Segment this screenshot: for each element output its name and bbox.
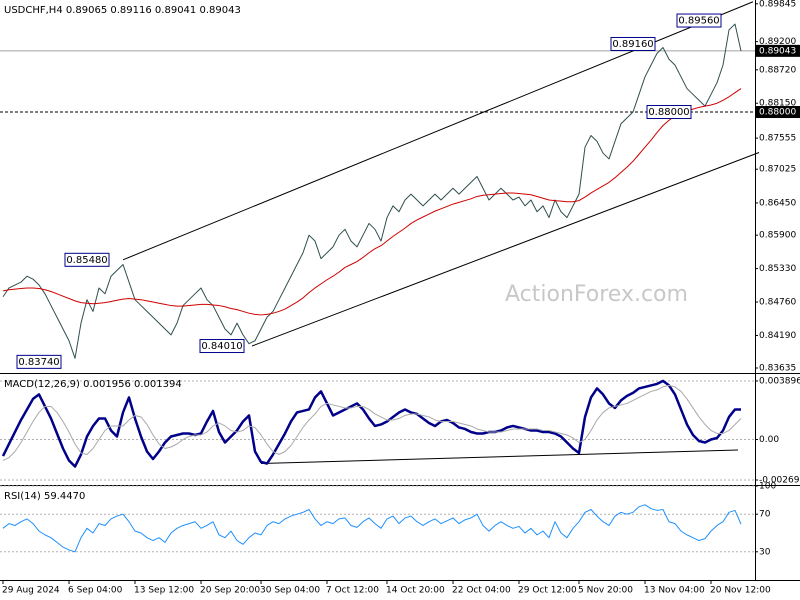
y-tick-label: 70 xyxy=(759,510,771,520)
y-tick-label: 0.003896 xyxy=(759,376,800,386)
series-line xyxy=(2,88,742,316)
panel-title: RSI(14) 59.4470 xyxy=(4,491,85,502)
annotation-label: 0.83740 xyxy=(18,357,59,368)
x-tick-label: 6 Sep 04:00 xyxy=(68,586,123,596)
y-tick-label: 0.84760 xyxy=(759,298,796,308)
annotation-box xyxy=(16,354,62,369)
x-tick-label: 13 Sep 12:00 xyxy=(134,586,194,596)
x-tick-label: 30 Sep 04:00 xyxy=(260,586,320,596)
watermark: ActionForex.com xyxy=(505,282,688,307)
y-tick-label: 0.89200 xyxy=(759,37,796,47)
y-tick-label: 0.87555 xyxy=(759,134,796,144)
panel-title: MACD(12,26,9) 0.001956 0.001394 xyxy=(4,379,182,390)
annotation-box xyxy=(199,339,245,354)
y-tick-label: 100 xyxy=(759,482,776,492)
y-tick-label: 0.00 xyxy=(759,435,779,445)
annotation-box xyxy=(646,105,692,120)
x-tick-label: 22 Oct 04:00 xyxy=(452,586,511,596)
x-tick-label: 29 Oct 12:00 xyxy=(518,586,577,596)
series-line xyxy=(2,384,742,461)
trendline xyxy=(260,449,739,465)
y-tick-label: -0.002698 xyxy=(759,476,800,486)
annotation-label: 0.88000 xyxy=(648,107,689,118)
x-tick-label: 7 Oct 12:00 xyxy=(326,586,379,596)
x-tick-label: 20 Nov 12:00 xyxy=(710,586,771,596)
y-tick-label: 0.87025 xyxy=(759,165,796,175)
trendline xyxy=(251,152,760,347)
series-line xyxy=(2,23,742,359)
x-tick-label: 13 Nov 04:00 xyxy=(644,586,705,596)
annotation-box xyxy=(64,252,110,267)
x-tick-label: 20 Sep 20:00 xyxy=(200,586,260,596)
annotation-box xyxy=(610,36,656,51)
y-tick-label: 0.85330 xyxy=(759,264,796,274)
series-line xyxy=(1,379,741,468)
y-tick-label: 0.86450 xyxy=(759,198,796,208)
level-label: 0.89043 xyxy=(759,46,796,56)
y-tick-label: 0.89845 xyxy=(759,0,796,9)
series-line xyxy=(2,504,742,553)
annotation-label: 0.89560 xyxy=(678,16,719,27)
annotation-label: 0.85480 xyxy=(66,255,107,266)
level-label: 0.88000 xyxy=(759,108,796,118)
x-tick-label: 14 Oct 20:00 xyxy=(386,586,445,596)
x-tick-label: 29 Aug 2024 xyxy=(2,586,60,596)
y-tick-label: 0.85900 xyxy=(759,231,796,241)
annotation-box xyxy=(676,13,722,28)
level-label-box xyxy=(756,106,800,119)
y-tick-label: 0.83635 xyxy=(759,364,796,374)
panel-title: USDCHF,H4 0.89065 0.89116 0.89041 0.8904… xyxy=(4,5,241,16)
y-tick-label: 0.84190 xyxy=(759,331,796,341)
y-tick-label: 30 xyxy=(759,547,771,557)
level-label-box xyxy=(756,44,800,57)
y-tick-label: 0.88150 xyxy=(759,99,796,109)
y-tick-label: 0.88720 xyxy=(759,65,796,75)
annotation-label: 0.89160 xyxy=(612,39,653,50)
x-tick-label: 5 Nov 20:00 xyxy=(578,586,633,596)
annotation-label: 0.84010 xyxy=(201,341,242,352)
